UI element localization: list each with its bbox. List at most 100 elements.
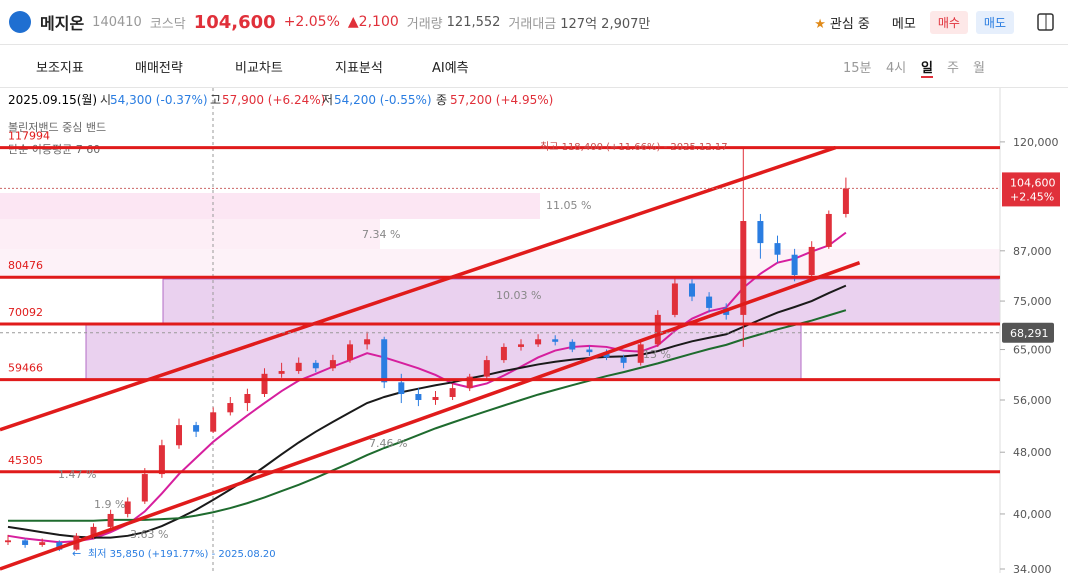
candle-body (244, 394, 251, 404)
range-annotation: 7.34 % (362, 228, 400, 241)
range-annotation: 3.63 % (130, 528, 168, 541)
candle-body (90, 526, 97, 536)
tool-button[interactable]: AI예측 (432, 61, 469, 76)
candle-body (278, 371, 285, 374)
candle-body (107, 513, 114, 527)
range-annotation: 1.47 % (58, 468, 96, 481)
toolbar: 보조지표 매매전략 비교차트 지표분석 AI예측 15분 4시 일 주 월 (0, 45, 1068, 88)
level-label: 45305 (8, 454, 43, 467)
candle-body (39, 542, 46, 545)
crosshair-tag (1002, 322, 1054, 343)
watch-text: 관심 중 (829, 16, 870, 32)
y-tick-label: 34,000 (1013, 563, 1052, 573)
candle-body (808, 246, 815, 276)
high-note: 최고 118,400 (+11.66%) - 2025.12.17 (540, 141, 728, 153)
ma-line (8, 309, 847, 522)
candle-body (569, 341, 576, 350)
candle-body (5, 540, 11, 543)
tool-button[interactable]: 보조지표 (36, 61, 84, 76)
code: 140410 (92, 14, 142, 30)
info-value: 54,200 (-0.55%) (334, 93, 432, 107)
candle-body (552, 339, 559, 342)
low-note: 최저 35,850 (+191.77%) - 2025.08.20 (88, 548, 276, 560)
candle-body (193, 425, 200, 432)
period-button[interactable]: 월 (973, 61, 985, 76)
candle-body (312, 362, 319, 369)
period-button[interactable]: 4시 (886, 61, 907, 76)
candle-body (757, 221, 764, 244)
candle-body (654, 314, 661, 345)
candle-body (518, 344, 524, 347)
zone (0, 193, 540, 219)
chart: 2025.09.15(월) 시54,300 (-0.37%) 고 57,900 (+… (0, 88, 1068, 573)
tool-button[interactable]: 지표분석 (335, 61, 383, 76)
candle-body (176, 425, 182, 446)
range-annotation: 13 % (643, 348, 671, 361)
level-label: 59466 (8, 362, 43, 375)
candle-body (586, 349, 593, 353)
period-button[interactable]: 15분 (843, 61, 872, 76)
period-button[interactable]: 일 (921, 57, 933, 78)
header: 메지온 140410 코스닥 104,600 +2.05% ▲2,100 거래량… (0, 0, 1068, 45)
indicator-label: 볼린저밴드 중심 밴드 (8, 121, 106, 134)
level-label: 117994 (8, 130, 50, 143)
candle-body (415, 394, 422, 401)
layout-icon[interactable] (1022, 0, 1068, 44)
info-value: 저 (322, 93, 333, 107)
indicator-label: 단순 이동평균 7 60 (8, 143, 100, 156)
memo-button[interactable]: 메모 (891, 16, 916, 32)
zone-box (162, 278, 1001, 326)
candle-body (706, 296, 713, 308)
range-annotation: 11.05 % (546, 199, 591, 212)
ma-line (7, 284, 847, 539)
low-arrow: ← (72, 547, 81, 560)
current-change: +2.45% (1010, 190, 1054, 203)
zone-box (85, 324, 802, 380)
tool-button[interactable]: 비교차트 (235, 61, 283, 76)
volume: 121,552 (446, 14, 501, 30)
candle-body (398, 382, 405, 395)
amount: 127억 2,907만 (560, 16, 651, 32)
info-date: 2025.09.15(월) (8, 93, 97, 107)
crosshair-price: 68,291 (1010, 327, 1049, 340)
candle-body (347, 344, 353, 361)
zone (0, 219, 380, 249)
watch-button[interactable]: ★ 관심 중 (814, 16, 870, 32)
candle-body (500, 346, 507, 361)
candle-body (535, 339, 542, 345)
candle-body (689, 283, 695, 297)
buy-button[interactable]: 매수 (929, 10, 968, 34)
sell-button[interactable]: 매도 (975, 10, 1014, 34)
y-tick-label: 56,000 (1013, 394, 1052, 407)
current-price: 104,600 (1010, 176, 1056, 189)
info-value: 57,900 (+6.24%) (222, 93, 325, 107)
candle-body (141, 474, 148, 502)
candle-body (158, 445, 165, 475)
info-value: 고 (210, 93, 221, 107)
info-value: 54,300 (-0.37%) (110, 93, 208, 107)
candle-body (791, 254, 798, 276)
amount-label: 거래대금 (508, 16, 557, 32)
candle-body (56, 542, 63, 550)
level-label: 80476 (8, 259, 43, 272)
zone (0, 249, 1000, 279)
stock-name: 메지온 (40, 14, 85, 33)
candle-body (466, 376, 473, 389)
candle-body (842, 188, 849, 214)
candle-body (124, 501, 131, 514)
candle-body (671, 283, 678, 315)
period-button[interactable]: 주 (947, 61, 959, 76)
tool-button[interactable]: 매매전략 (135, 61, 183, 76)
logo (9, 11, 31, 33)
candle-body (227, 403, 234, 413)
info-value: 시 (100, 93, 111, 107)
candle-body (261, 373, 268, 395)
y-tick-label: 65,000 (1013, 344, 1052, 357)
trend-line (0, 261, 861, 571)
y-tick-label: 48,000 (1013, 446, 1052, 459)
candle-body (22, 540, 29, 545)
candle-body (774, 243, 781, 255)
candle-body (295, 362, 302, 372)
y-tick-label: 40,000 (1013, 508, 1052, 521)
